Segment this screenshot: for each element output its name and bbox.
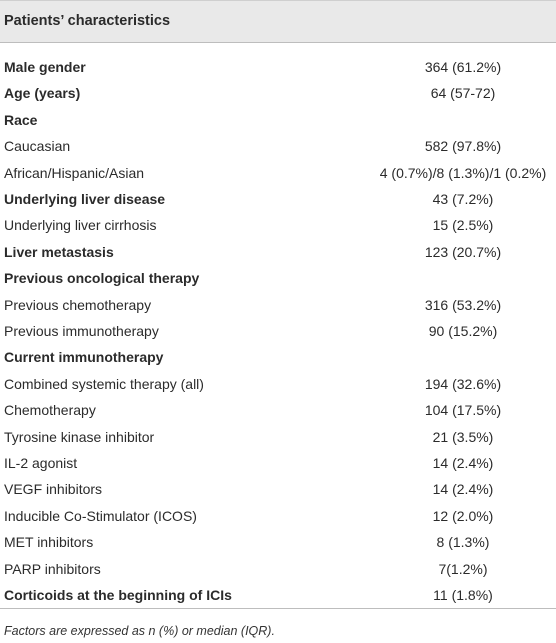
row-value: 64 (57-72) (430, 85, 496, 102)
row-label: IL-2 agonist (4, 455, 78, 471)
row-value: 582 (97.8%) (424, 138, 502, 155)
row-label: Combined systemic therapy (all) (4, 375, 204, 392)
row-value: 12 (2.0%) (432, 507, 494, 524)
row-value: 316 (53.2%) (424, 296, 502, 313)
row-value: 123 (20.7%) (424, 243, 502, 260)
row-label: Underlying liver cirrhosis (4, 217, 157, 234)
row-value: 43 (7.2%) (432, 191, 494, 207)
bottom-rule (0, 608, 556, 609)
row-value: 364 (61.2%) (424, 59, 502, 75)
row-label: Underlying liver disease (4, 191, 166, 207)
row-value: 104 (17.5%) (424, 402, 502, 419)
row-label: Male gender (4, 59, 86, 75)
row-value: 15 (2.5%) (432, 217, 494, 234)
row-label: Liver metastasis (4, 243, 114, 260)
row-label: Age (years) (4, 85, 81, 102)
row-label: VEGF inhibitors (4, 481, 103, 498)
row-value: 4 (0.7%)/8 (1.3%)/1 (0.2%) (379, 164, 547, 181)
row-value: 21 (3.5%) (432, 428, 494, 445)
row-label: Previous immunotherapy (4, 323, 159, 339)
row-value: 8 (1.3%) (436, 534, 490, 551)
row-label: Previous chemotherapy (4, 296, 152, 313)
row-value: 194 (32.6%) (424, 375, 502, 392)
row-label: Caucasian (4, 138, 71, 155)
row-label: Chemotherapy (4, 402, 96, 419)
row-label: PARP inhibitors (4, 560, 101, 577)
row-value: 7(1.2%) (438, 560, 488, 577)
row-label: Corticoids at the beginning of ICIs (4, 587, 232, 603)
row-value: 14 (2.4%) (432, 481, 494, 498)
row-label: MET inhibitors (4, 534, 94, 551)
row-label: Race (4, 111, 38, 128)
table-title: Patients’ characteristics (4, 13, 171, 29)
row-label: African/Hispanic/Asian (4, 164, 145, 181)
row-label: Previous oncological therapy (4, 270, 200, 287)
footnote: Factors are expressed as n (%) or median… (4, 624, 275, 638)
row-value: 11 (1.8%) (433, 587, 493, 603)
row-label: Inducible Co-Stimulator (ICOS) (4, 507, 197, 524)
table-header: Patients’ characteristics (0, 0, 556, 43)
row-label: Tyrosine kinase inhibitor (4, 428, 155, 445)
row-label: Current immunotherapy (4, 349, 164, 366)
row-value: 90 (15.2%) (428, 323, 498, 339)
row-value: 14 (2.4%) (432, 455, 494, 471)
